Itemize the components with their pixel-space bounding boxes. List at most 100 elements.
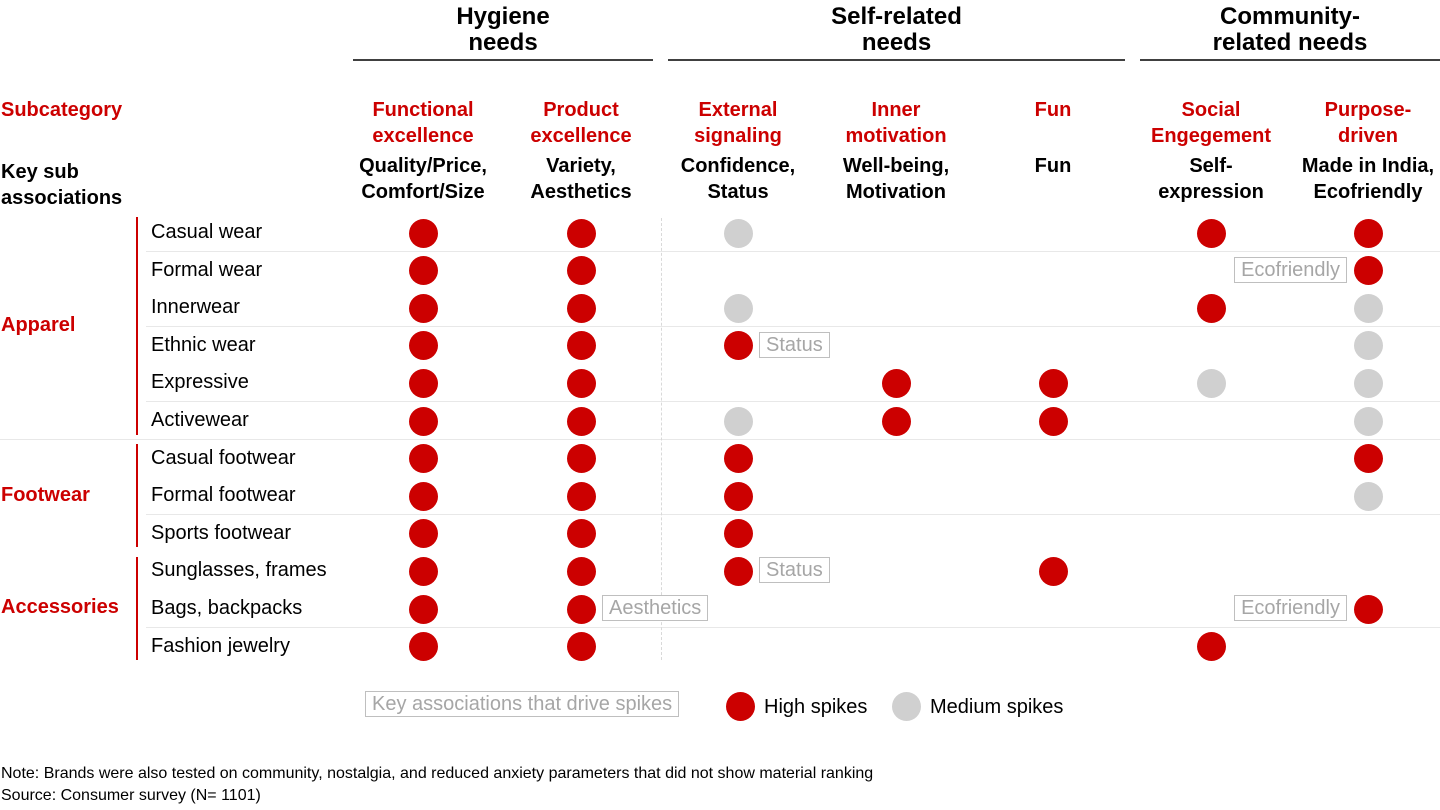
high-spike-dot	[723, 556, 753, 586]
category-apparel: Apparel	[1, 314, 76, 336]
column-association-header: Self-expression	[1126, 153, 1296, 205]
legend-association-box: Key associations that drive spikes	[365, 691, 680, 717]
column-subcategory-header: Product excellence	[501, 97, 661, 149]
high-spike-dot	[1353, 218, 1383, 248]
high-spike-dot	[408, 444, 438, 474]
high-spike-dot	[408, 406, 438, 436]
row-label: Casual wear	[151, 221, 263, 243]
row-separator	[146, 251, 1440, 252]
row-label: Innerwear	[151, 296, 240, 319]
row-label: Sports footwear	[151, 521, 292, 544]
high-spike-dot	[1353, 594, 1383, 624]
category-bar-accessories	[136, 557, 138, 660]
group-title-line: needs	[468, 29, 538, 56]
column-association-header: Quality/Price, Comfort/Size	[338, 153, 508, 205]
high-spike-dot	[408, 293, 438, 323]
header-line: External	[698, 99, 778, 121]
header-line: Purpose-	[1324, 99, 1412, 121]
header-line: Aesthetics	[530, 181, 632, 203]
column-association-header: Variety, Aesthetics	[496, 153, 666, 205]
medium-spike-dot	[723, 218, 753, 248]
high-spike-dot	[1353, 444, 1383, 474]
category-bar-apparel	[136, 217, 138, 435]
medium-spike-dot	[723, 406, 753, 436]
subcategory-header: Subcategory	[1, 99, 123, 121]
high-spike-dot	[1038, 556, 1068, 586]
group-title-self: Self-related needs	[668, 4, 1125, 56]
high-spike-dot	[408, 556, 438, 586]
key-association-box: Status	[759, 557, 830, 584]
high-spike-dot	[408, 218, 438, 248]
high-spike-dot	[566, 556, 596, 586]
header-line: Comfort/Size	[361, 181, 485, 203]
group-title-line: needs	[861, 29, 932, 56]
group-divider	[661, 218, 662, 660]
group-title-hygiene: Hygiene needs	[353, 4, 653, 56]
column-subcategory-header: Fun	[973, 97, 1133, 123]
high-spike-dot	[566, 256, 596, 286]
header-line: Made in India,	[1301, 155, 1435, 177]
high-spike-dot	[408, 368, 438, 398]
header-line: signaling	[694, 125, 782, 147]
legend-high-dot	[725, 691, 755, 721]
category-bar-footwear	[136, 444, 138, 547]
header-line: Confidence,	[680, 155, 796, 177]
key-association-box: Ecofriendly	[1234, 595, 1347, 621]
row-label: Fashion jewelry	[151, 634, 290, 657]
column-subcategory-header: Social Engegement	[1131, 97, 1291, 149]
row-separator	[146, 514, 1440, 515]
high-spike-dot	[723, 481, 753, 511]
header-line: motivation	[845, 125, 947, 147]
high-spike-dot	[566, 594, 596, 624]
high-spike-dot	[566, 368, 596, 398]
key-association-box: Aesthetics	[602, 595, 709, 621]
high-spike-dot	[723, 444, 753, 474]
header-line: Inner	[871, 99, 921, 121]
column-association-header: Confidence, Status	[653, 153, 823, 205]
column-subcategory-header: Functional excellence	[343, 97, 503, 149]
high-spike-dot	[566, 519, 596, 549]
group-title-community: Community- related needs	[1140, 4, 1440, 56]
header-line: Ecofriendly	[1313, 181, 1423, 203]
high-spike-dot	[566, 218, 596, 248]
row-separator	[146, 627, 1440, 628]
high-spike-dot	[1038, 368, 1068, 398]
category-separator	[0, 439, 1440, 440]
legend-high-label: High spikes	[764, 696, 868, 718]
header-line: Motivation	[846, 181, 946, 203]
key-association-box: Ecofriendly	[1234, 256, 1347, 283]
category-footwear: Footwear	[1, 484, 90, 506]
header-line: Engegement	[1150, 125, 1272, 147]
high-spike-dot	[1353, 256, 1383, 286]
key-sub-associations-header: Key sub associations	[1, 159, 122, 211]
header-line: Product	[543, 99, 619, 121]
header-line: excellence	[372, 125, 474, 147]
high-spike-dot	[566, 481, 596, 511]
group-title-line: Self-related	[831, 3, 962, 30]
group-rule-community	[1140, 59, 1440, 61]
row-label: Activewear	[151, 409, 249, 431]
header-line: Variety,	[546, 155, 616, 177]
header-line: Fun	[1034, 99, 1072, 121]
high-spike-dot	[408, 632, 438, 662]
medium-spike-dot	[1353, 368, 1383, 398]
high-spike-dot	[1196, 218, 1226, 248]
legend-medium-dot	[891, 691, 921, 721]
high-spike-dot	[723, 331, 753, 361]
category-accessories: Accessories	[1, 596, 119, 618]
row-label: Ethnic wear	[151, 333, 256, 356]
medium-spike-dot	[1353, 406, 1383, 436]
high-spike-dot	[566, 406, 596, 436]
column-association-header: Fun	[968, 153, 1138, 179]
header-line: Well-being,	[842, 155, 950, 177]
header-line: Key sub	[1, 161, 79, 183]
row-label: Formal footwear	[151, 484, 296, 507]
high-spike-dot	[566, 444, 596, 474]
high-spike-dot	[566, 632, 596, 662]
group-rule-hygiene	[353, 59, 653, 61]
high-spike-dot	[408, 331, 438, 361]
high-spike-dot	[408, 256, 438, 286]
high-spike-dot	[1038, 406, 1068, 436]
column-subcategory-header: Purpose-driven	[1288, 97, 1440, 149]
column-subcategory-header: Inner motivation	[816, 97, 976, 149]
